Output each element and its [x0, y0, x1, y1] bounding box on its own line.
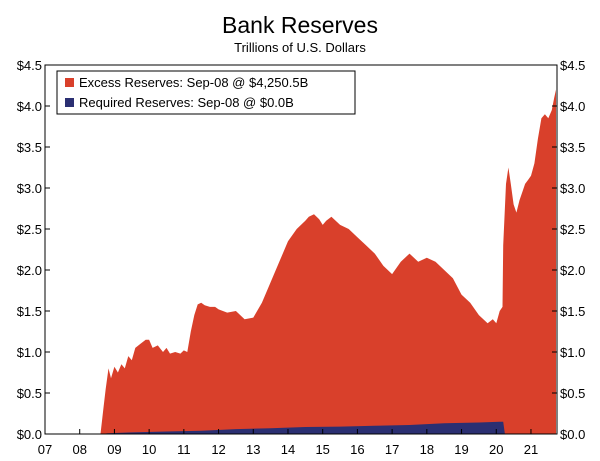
x-tick-label-19: 19 — [454, 442, 468, 457]
y-tick-label-right-0-5: $0.5 — [560, 386, 585, 401]
y-tick-label-right-1-5: $1.5 — [560, 304, 585, 319]
y-tick-label-right-4-5: $4.5 — [560, 58, 585, 73]
x-tick-label-17: 17 — [385, 442, 399, 457]
y-tick-label-left-2-5: $2.5 — [17, 222, 42, 237]
y-tick-label-left-4-0: $4.0 — [17, 99, 42, 114]
x-tick-label-20: 20 — [489, 442, 503, 457]
y-tick-label-left-1-0: $1.0 — [17, 345, 42, 360]
y-tick-label-left-3-5: $3.5 — [17, 140, 42, 155]
chart-title: Bank Reserves — [222, 12, 378, 38]
legend-swatch-excess-reserves — [65, 78, 74, 87]
excess-reserves-area — [45, 89, 556, 434]
chart-subtitle: Trillions of U.S. Dollars — [234, 40, 366, 55]
required-reserves-area — [45, 421, 556, 434]
y-tick-label-left-3-0: $3.0 — [17, 181, 42, 196]
left-y-axis: $0.0 $0.5 $1.0 $1.5 $2.0 $2.5 $3.0 $3.5 $4.0 $4.5 — [17, 58, 50, 442]
y-tick-label-right-3-5: $3.5 — [560, 140, 585, 155]
legend-label-required-reserves: Required Reserves: Sep-08 @ $0.0B — [79, 95, 294, 110]
y-tick-label-left-0-5: $0.5 — [17, 386, 42, 401]
legend-box — [56, 70, 356, 115]
legend: Excess Reserves: Sep-08 @ $4,250.5B Requ… — [56, 70, 356, 115]
plot-frame — [44, 64, 558, 435]
x-tick-label-18: 18 — [420, 442, 434, 457]
x-tick-label-07: 07 — [38, 442, 52, 457]
y-tick-label-right-4-0: $4.0 — [560, 99, 585, 114]
x-tick-label-16: 16 — [350, 442, 364, 457]
y-tick-label-left-0-0: $0.0 — [17, 427, 42, 442]
x-tick-label-15: 15 — [315, 442, 329, 457]
x-tick-label-21: 21 — [524, 442, 538, 457]
y-tick-label-left-1-5: $1.5 — [17, 304, 42, 319]
y-tick-label-right-2-5: $2.5 — [560, 222, 585, 237]
x-tick-label-08: 08 — [72, 442, 86, 457]
y-tick-label-right-1-0: $1.0 — [560, 345, 585, 360]
x-tick-label-09: 09 — [107, 442, 121, 457]
x-tick-label-12: 12 — [211, 442, 225, 457]
y-tick-label-left-4-5: $4.5 — [17, 58, 42, 73]
y-tick-label-right-2-0: $2.0 — [560, 263, 585, 278]
x-axis: 07 08 09 10 11 12 13 14 15 16 17 18 19 20 21 — [38, 429, 538, 457]
y-tick-label-left-2-0: $2.0 — [17, 263, 42, 278]
legend-label-excess-reserves: Excess Reserves: Sep-08 @ $4,250.5B — [79, 75, 308, 90]
x-tick-label-11: 11 — [177, 442, 191, 457]
right-y-axis: $0.0 $0.5 $1.0 $1.5 $2.0 $2.5 $3.0 $3.5 $4.0 $4.5 — [552, 58, 585, 442]
x-tick-label-10: 10 — [142, 442, 156, 457]
y-tick-label-right-3-0: $3.0 — [560, 181, 585, 196]
series-layer — [45, 89, 556, 434]
y-tick-label-right-0-0: $0.0 — [560, 427, 585, 442]
x-tick-label-13: 13 — [246, 442, 260, 457]
x-tick-label-14: 14 — [281, 442, 295, 457]
legend-swatch-required-reserves — [65, 98, 74, 107]
